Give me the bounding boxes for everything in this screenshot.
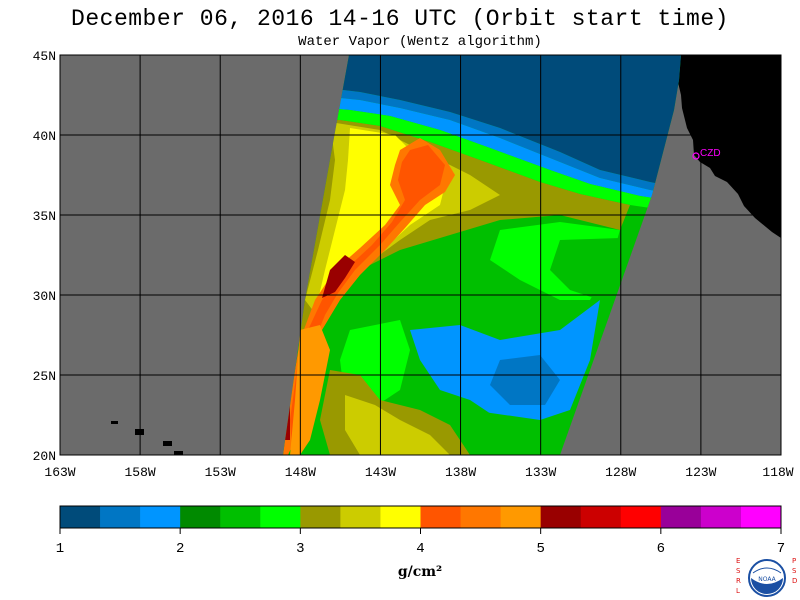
- color-bar-segment: [340, 506, 381, 528]
- latitude-tick-label: 45N: [33, 49, 56, 64]
- color-bar-tick-label: 6: [657, 541, 665, 557]
- color-bar-segment: [100, 506, 141, 528]
- map-title: December 06, 2016 14-16 UTC (Orbit start…: [71, 6, 729, 32]
- color-bar-segment: [300, 506, 341, 528]
- station-label: CZD: [700, 148, 721, 159]
- color-bar-segment: [60, 506, 101, 528]
- latitude-tick-label: 40N: [33, 129, 56, 144]
- longitude-tick-label: 143W: [365, 465, 396, 480]
- units-label: g/cm²: [397, 564, 443, 580]
- hawaii-island: [111, 421, 118, 424]
- color-bar-tick-label: 2: [176, 541, 184, 557]
- latitude-labels: 45N 40N 35N 30N 25N 20N: [33, 49, 56, 464]
- color-bar-labels: 1 2 3 4 5 6 7: [56, 528, 785, 557]
- color-bar-segment: [540, 506, 582, 528]
- color-bar-segment: [460, 506, 502, 528]
- longitude-labels: 163W 158W 153W 148W 143W 138W 133W 128W 123W 118W: [44, 465, 793, 480]
- emblem-text: NOAA: [758, 576, 776, 583]
- color-bar-segment: [580, 506, 622, 528]
- color-bar-segment: [740, 506, 782, 528]
- color-bar-segment: [620, 506, 662, 528]
- color-bar-tick-label: 4: [416, 541, 424, 557]
- color-bar-tick-label: 7: [777, 541, 785, 557]
- color-bar-segment: [660, 506, 702, 528]
- hawaii-island: [163, 441, 172, 446]
- longitude-tick-label: 133W: [525, 465, 556, 480]
- longitude-tick-label: 123W: [685, 465, 716, 480]
- color-bar-segment: [700, 506, 742, 528]
- color-bar-segment: [180, 506, 221, 528]
- latitude-tick-label: 30N: [33, 289, 56, 304]
- color-bar-segment: [500, 506, 542, 528]
- color-bar-segment: [380, 506, 421, 528]
- latitude-tick-label: 20N: [33, 449, 56, 464]
- hawaii-island: [135, 429, 144, 435]
- noaa-emblem-icon: NOAA: [748, 559, 786, 597]
- longitude-tick-label: 158W: [125, 465, 156, 480]
- color-bar-tick-label: 1: [56, 541, 64, 557]
- color-bar-segment: [420, 506, 462, 528]
- hawaii-island: [174, 451, 183, 455]
- longitude-tick-label: 138W: [445, 465, 476, 480]
- color-bar-tick-label: 3: [296, 541, 304, 557]
- latitude-tick-label: 35N: [33, 209, 56, 224]
- longitude-tick-label: 153W: [205, 465, 236, 480]
- longitude-tick-label: 128W: [605, 465, 636, 480]
- map-subtitle: Water Vapor (Wentz algorithm): [298, 34, 542, 50]
- color-bar-tick-label: 5: [536, 541, 544, 557]
- longitude-tick-label: 163W: [44, 465, 75, 480]
- color-bar: [59, 505, 782, 529]
- station-marker: [692, 152, 700, 160]
- map-frame: [59, 54, 782, 456]
- longitude-tick-label: 148W: [285, 465, 316, 480]
- color-bar-segment: [140, 506, 181, 528]
- longitude-tick-label: 118W: [762, 465, 793, 480]
- latitude-tick-label: 25N: [33, 369, 56, 384]
- graticule: [60, 55, 781, 455]
- color-bar-segment: [260, 506, 301, 528]
- color-bar-segment: [220, 506, 261, 528]
- coastline-land: [677, 55, 781, 238]
